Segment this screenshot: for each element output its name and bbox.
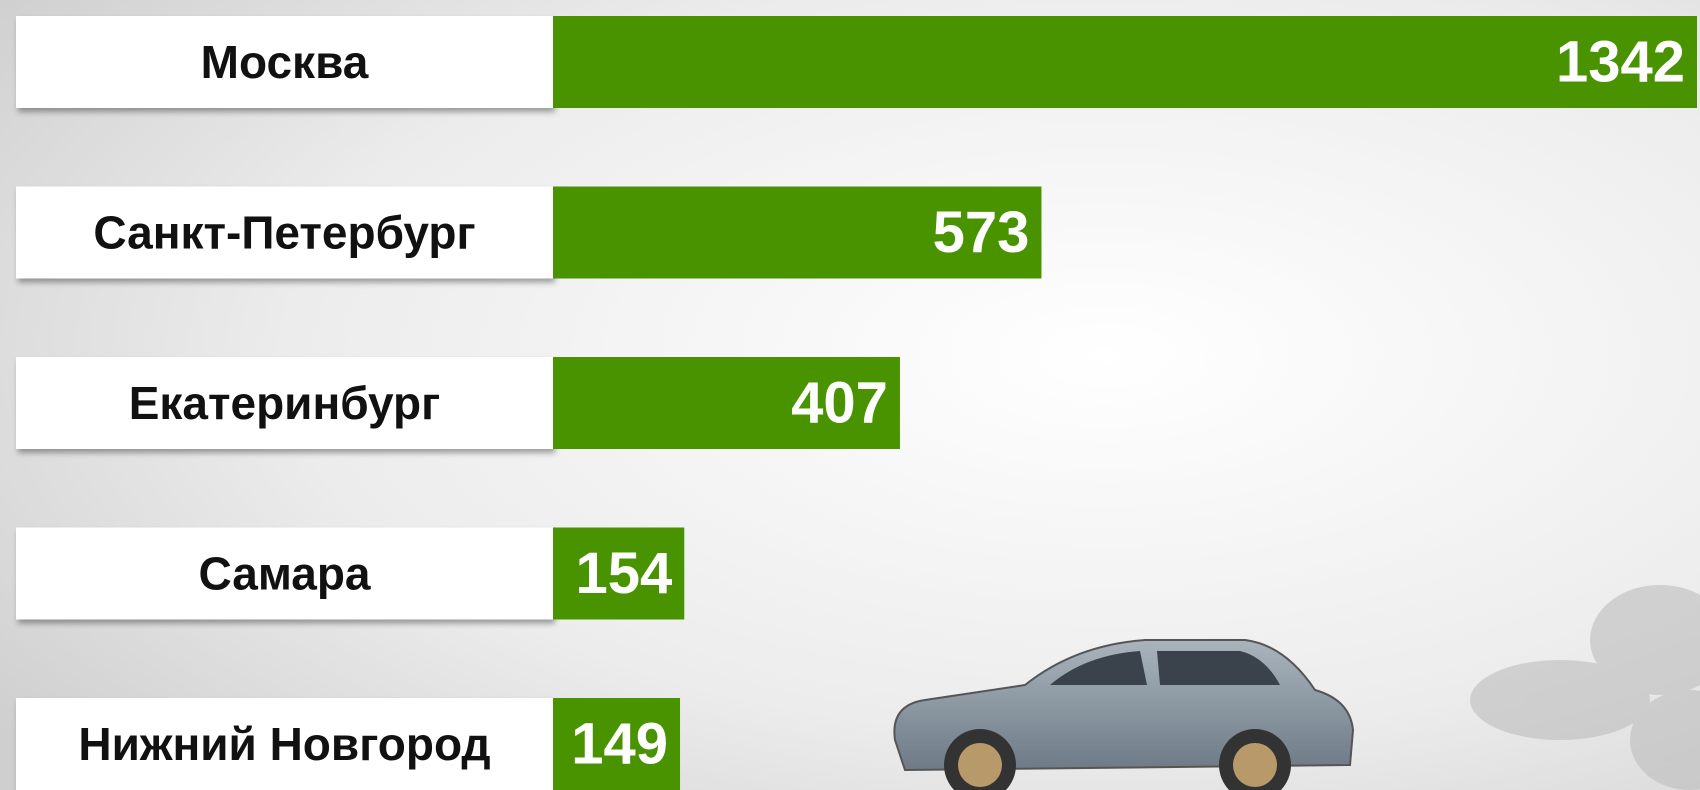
bar	[553, 698, 681, 790]
bar	[553, 527, 685, 620]
category-label: Нижний Новгород	[78, 718, 490, 770]
label-box	[16, 186, 553, 279]
bar	[553, 357, 900, 449]
car	[893, 639, 1355, 790]
value-label: 1342	[1556, 30, 1685, 95]
bar	[553, 186, 1042, 279]
value-label: 573	[933, 200, 1030, 265]
label-box	[16, 16, 553, 108]
category-label: Екатеринбург	[129, 377, 441, 429]
bar	[553, 16, 1697, 108]
value-label: 149	[571, 712, 668, 777]
category-label: Москва	[201, 36, 369, 88]
label-box	[16, 527, 553, 620]
category-label: Самара	[198, 548, 370, 600]
category-label: Санкт-Петербург	[93, 207, 475, 259]
clouds	[1470, 585, 1700, 790]
label-box	[16, 698, 553, 790]
value-label: 154	[575, 541, 672, 606]
label-box	[16, 357, 553, 449]
value-label: 407	[791, 371, 888, 436]
